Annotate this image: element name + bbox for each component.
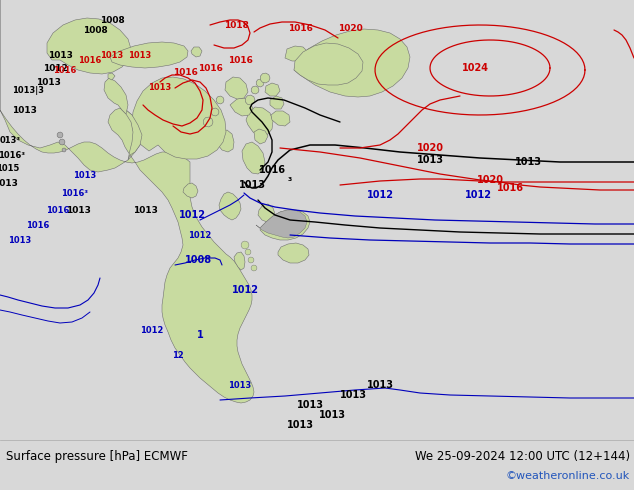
Polygon shape [256,210,307,238]
Polygon shape [271,111,290,126]
Text: 1016: 1016 [172,68,197,76]
Polygon shape [256,79,264,87]
Polygon shape [245,95,255,105]
Polygon shape [278,243,309,263]
Polygon shape [265,83,280,96]
Polygon shape [219,192,241,220]
Polygon shape [285,46,308,61]
Polygon shape [294,29,410,97]
Polygon shape [132,77,226,159]
Text: 1013: 1013 [133,205,157,215]
Text: 1020: 1020 [417,143,444,153]
Text: 1016: 1016 [288,24,313,32]
Text: 1012: 1012 [188,230,212,240]
Polygon shape [270,96,284,109]
Text: 1016: 1016 [46,205,70,215]
Text: 1020: 1020 [477,175,503,185]
Polygon shape [120,108,142,160]
Text: 1016: 1016 [53,66,77,74]
Text: Surface pressure [hPa] ECMWF: Surface pressure [hPa] ECMWF [6,449,188,463]
Text: 1013: 1013 [0,178,18,188]
Polygon shape [261,73,270,83]
Text: 1013: 1013 [287,420,313,430]
Polygon shape [246,107,273,136]
Text: 1013: 1013 [515,157,541,167]
Text: ³: ³ [288,177,292,187]
Text: 12: 12 [172,350,184,360]
Text: 1013: 1013 [417,155,444,165]
Text: 1016: 1016 [198,64,223,73]
Text: 1012: 1012 [465,190,491,200]
Text: 1012: 1012 [140,325,164,335]
Text: 1013: 1013 [65,205,91,215]
Text: 1013: 1013 [128,50,152,59]
Text: 1013: 1013 [11,105,36,115]
Polygon shape [225,77,248,99]
Polygon shape [108,73,115,80]
Text: 1016³: 1016³ [0,150,25,160]
Polygon shape [110,42,188,68]
Text: 1013|3: 1013|3 [12,85,44,95]
Text: 1012: 1012 [42,64,67,73]
Polygon shape [183,183,198,198]
Polygon shape [251,86,259,94]
Polygon shape [245,249,251,255]
Text: 1013: 1013 [228,381,252,390]
Text: 1008: 1008 [100,16,124,24]
Text: 1013: 1013 [100,50,124,59]
Text: 1013: 1013 [74,171,96,179]
Text: 1016: 1016 [228,55,252,65]
Text: 1020: 1020 [338,24,363,32]
Polygon shape [242,142,265,174]
Polygon shape [254,129,268,144]
Text: 1013: 1013 [36,77,60,87]
Text: 1: 1 [197,330,204,340]
Polygon shape [47,18,131,74]
Polygon shape [258,204,275,222]
Text: 1016: 1016 [27,220,49,229]
Polygon shape [211,108,219,116]
Polygon shape [230,98,253,116]
Polygon shape [59,139,65,145]
Text: 1013: 1013 [297,400,323,410]
Text: 1013: 1013 [339,390,366,400]
Polygon shape [216,96,224,104]
Polygon shape [251,265,257,271]
Text: 1013: 1013 [238,180,266,190]
Text: 1016³: 1016³ [61,189,89,197]
Text: 1018: 1018 [224,21,249,29]
Polygon shape [0,0,254,403]
Text: 1012: 1012 [366,190,394,200]
Text: 1013: 1013 [318,410,346,420]
Polygon shape [234,252,245,270]
Polygon shape [260,210,310,240]
Text: We 25-09-2024 12:00 UTC (12+144): We 25-09-2024 12:00 UTC (12+144) [415,449,630,463]
Polygon shape [248,257,254,263]
Text: 1015: 1015 [0,164,20,172]
Polygon shape [204,117,213,127]
Polygon shape [294,43,363,85]
Text: 1016: 1016 [496,183,524,193]
Text: 1013: 1013 [48,50,72,59]
Text: ©weatheronline.co.uk: ©weatheronline.co.uk [506,471,630,481]
Polygon shape [191,47,202,57]
Text: 1013: 1013 [148,82,172,92]
Text: 1008: 1008 [82,25,107,34]
Polygon shape [241,241,249,249]
Text: 1016: 1016 [79,55,101,65]
Polygon shape [62,148,66,152]
Text: 1013: 1013 [366,380,394,390]
Text: 1012: 1012 [179,210,205,220]
Text: 1024: 1024 [462,63,489,73]
Polygon shape [217,130,234,152]
Text: 1013: 1013 [8,236,32,245]
Polygon shape [57,132,63,138]
Text: 013³: 013³ [0,136,20,145]
Text: 1012: 1012 [231,285,259,295]
Text: 1008: 1008 [184,255,212,265]
Text: 1016: 1016 [259,165,285,175]
Polygon shape [104,78,128,114]
